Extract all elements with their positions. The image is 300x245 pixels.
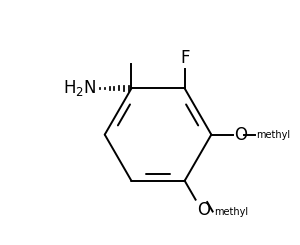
Text: O: O [197, 201, 210, 219]
Text: methyl: methyl [214, 207, 248, 217]
Text: H$_2$N: H$_2$N [63, 78, 96, 98]
Text: F: F [180, 49, 189, 67]
Text: methyl: methyl [256, 130, 290, 140]
Text: O: O [234, 126, 247, 144]
